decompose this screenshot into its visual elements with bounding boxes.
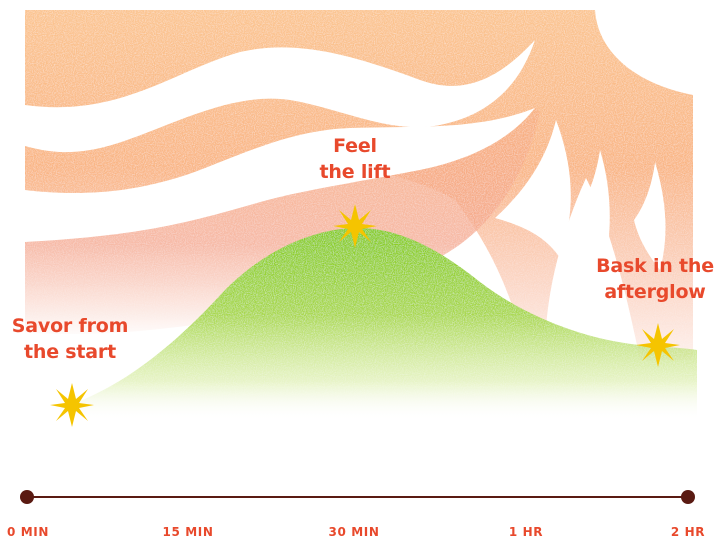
tick-label-1hr: 1 HR <box>508 525 544 539</box>
phase-label-peak: Feel the lift <box>290 133 420 185</box>
sky-ray-3 <box>634 162 666 270</box>
sky-band-lower-white <box>25 108 535 242</box>
phase-label-end: Bask in the afterglow <box>588 253 720 305</box>
phase-label-peak-line1: Feel <box>333 135 377 157</box>
timeline-start-dot <box>20 490 34 504</box>
starburst-icon <box>636 323 680 367</box>
phase-label-start-line1: Savor from <box>11 315 129 337</box>
sky-sweep <box>25 10 693 360</box>
phase-label-peak-line2: the lift <box>319 161 391 183</box>
sky-band-base <box>25 108 540 335</box>
timeline-end-dot <box>681 490 695 504</box>
phase-label-start: Savor from the start <box>0 313 140 365</box>
tick-label-15min: 15 MIN <box>162 525 214 539</box>
tick-label-30min: 30 MIN <box>328 525 380 539</box>
sky-band-upper-white <box>25 40 535 153</box>
phase-label-end-line2: afterglow <box>604 281 706 303</box>
phase-label-start-line2: the start <box>24 341 116 363</box>
phase-label-end-line1: Bask in the <box>596 255 714 277</box>
experience-curve <box>60 228 697 420</box>
tick-label-0min: 0 MIN <box>7 525 49 539</box>
tick-label-2hr: 2 HR <box>670 525 706 539</box>
starburst-icon <box>50 383 94 427</box>
sky-ray-1 <box>495 120 571 258</box>
starburst-icon <box>333 204 377 248</box>
sky-ray-2 <box>562 150 610 300</box>
